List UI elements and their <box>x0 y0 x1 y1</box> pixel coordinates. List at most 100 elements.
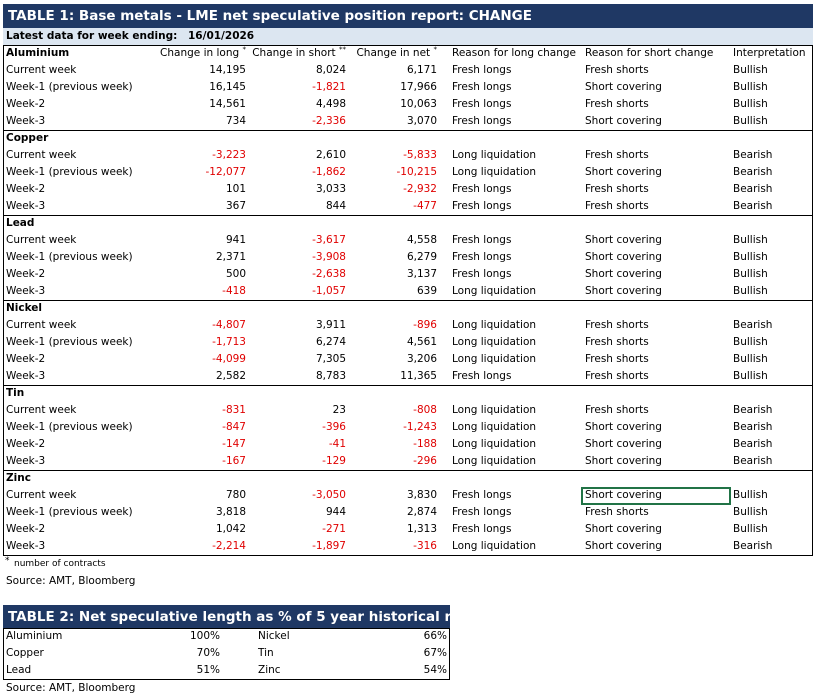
cell: Fresh shorts <box>585 353 649 365</box>
cell: Bullish <box>733 234 768 246</box>
cell: Week-3 <box>6 455 46 467</box>
cell: -2,214 <box>212 540 246 552</box>
cell: 3,830 <box>406 489 437 501</box>
cell: Fresh longs <box>452 370 512 382</box>
cell: -167 <box>222 455 246 467</box>
cell: Week-3 <box>6 200 46 212</box>
cell: Fresh longs <box>452 64 512 76</box>
cell: Long liquidation <box>452 285 537 297</box>
cell: Week-2 <box>6 268 46 280</box>
cell: 2,874 <box>406 506 437 518</box>
cell: Short covering <box>585 268 662 280</box>
cell: Fresh shorts <box>585 64 649 76</box>
cell: 14,195 <box>209 64 246 76</box>
cell: Bullish <box>733 268 768 280</box>
cell: -316 <box>413 540 437 552</box>
cell: Bullish <box>733 489 768 501</box>
cell: Short covering <box>585 166 662 178</box>
cell: 2,610 <box>315 149 346 161</box>
cell: Fresh longs <box>452 268 512 280</box>
cell: Week-3 <box>6 285 46 297</box>
source: Source: AMT, Bloomberg <box>6 682 136 694</box>
column-label: Reason for short change <box>585 47 714 59</box>
cell: 4,561 <box>406 336 437 348</box>
cell: Short covering <box>585 455 662 467</box>
group-name: Lead <box>6 217 35 229</box>
latest-row <box>3 28 813 45</box>
cell: -1,897 <box>312 540 346 552</box>
cell: -847 <box>222 421 246 433</box>
cell: 101 <box>225 183 246 195</box>
cell: Short covering <box>585 285 662 297</box>
group-name: Nickel <box>6 302 43 314</box>
cell: 780 <box>225 489 246 501</box>
cell: 17,966 <box>400 81 437 93</box>
group-box <box>3 470 813 556</box>
cell: -831 <box>222 404 246 416</box>
column-header: Change in long * <box>126 45 246 62</box>
column-label: Reason for long change <box>452 47 577 59</box>
cell: Week-1 (previous week) <box>6 81 133 93</box>
cell: -129 <box>322 455 346 467</box>
cell: -1,862 <box>312 166 346 178</box>
column-note: * <box>433 45 438 54</box>
column-label: Change in short <box>252 47 336 59</box>
cell: 51% <box>196 664 220 676</box>
cell: 16,145 <box>209 81 246 93</box>
cell: Week-2 <box>6 183 46 195</box>
latest-date: 16/01/2026 <box>188 30 255 42</box>
cell: Fresh shorts <box>585 370 649 382</box>
cell: Week-2 <box>6 98 46 110</box>
cell: Long liquidation <box>452 166 537 178</box>
cell: 6,274 <box>315 336 346 348</box>
cell: Long liquidation <box>452 438 537 450</box>
column-note: ** <box>339 45 346 54</box>
cell: Week-1 (previous week) <box>6 166 133 178</box>
cell: -3,050 <box>312 489 346 501</box>
cell: -1,713 <box>212 336 246 348</box>
cell: Fresh longs <box>452 251 512 263</box>
cell: Week-2 <box>6 523 46 535</box>
cell: Fresh shorts <box>585 200 649 212</box>
cell: -147 <box>222 438 246 450</box>
group-name: Tin <box>6 387 25 399</box>
cell: Bullish <box>733 64 768 76</box>
cell: Week-3 <box>6 540 46 552</box>
cell: Fresh longs <box>452 523 512 535</box>
cell: -10,215 <box>396 166 437 178</box>
cell: Long liquidation <box>452 353 537 365</box>
column-header: Reason for short change <box>585 45 713 62</box>
cell: Bullish <box>733 506 768 518</box>
cell: -396 <box>322 421 346 433</box>
cell: Short covering <box>585 540 662 552</box>
cell: Fresh shorts <box>585 404 649 416</box>
cell: -3,617 <box>312 234 346 246</box>
cell: Bearish <box>733 319 773 331</box>
cell: -3,908 <box>312 251 346 263</box>
cell: -808 <box>413 404 437 416</box>
cell: 3,911 <box>315 319 346 331</box>
cell: 100% <box>189 630 220 642</box>
cell: 66% <box>423 630 447 642</box>
cell: Long liquidation <box>452 336 537 348</box>
cell: Fresh longs <box>452 234 512 246</box>
cell: -3,223 <box>212 149 246 161</box>
cell: Short covering <box>585 115 662 127</box>
cell: Current week <box>6 319 77 331</box>
group-name: Aluminium <box>6 47 70 59</box>
cell: Fresh shorts <box>585 319 649 331</box>
column-header: Interpretation <box>733 45 806 62</box>
group-name: Copper <box>6 132 49 144</box>
cell: -1,821 <box>312 81 346 93</box>
cell: Fresh longs <box>452 183 512 195</box>
cell: -12,077 <box>205 166 246 178</box>
table1-title: TABLE 1: Base metals - LME net speculati… <box>8 8 532 24</box>
cell: Bullish <box>733 81 768 93</box>
cell: -41 <box>328 438 346 450</box>
cell: Fresh longs <box>452 81 512 93</box>
column-header: Reason for long change <box>452 45 576 62</box>
cell: Fresh shorts <box>585 336 649 348</box>
cell: Fresh longs <box>452 489 512 501</box>
cell: 6,279 <box>406 251 437 263</box>
cell: Bearish <box>733 200 773 212</box>
